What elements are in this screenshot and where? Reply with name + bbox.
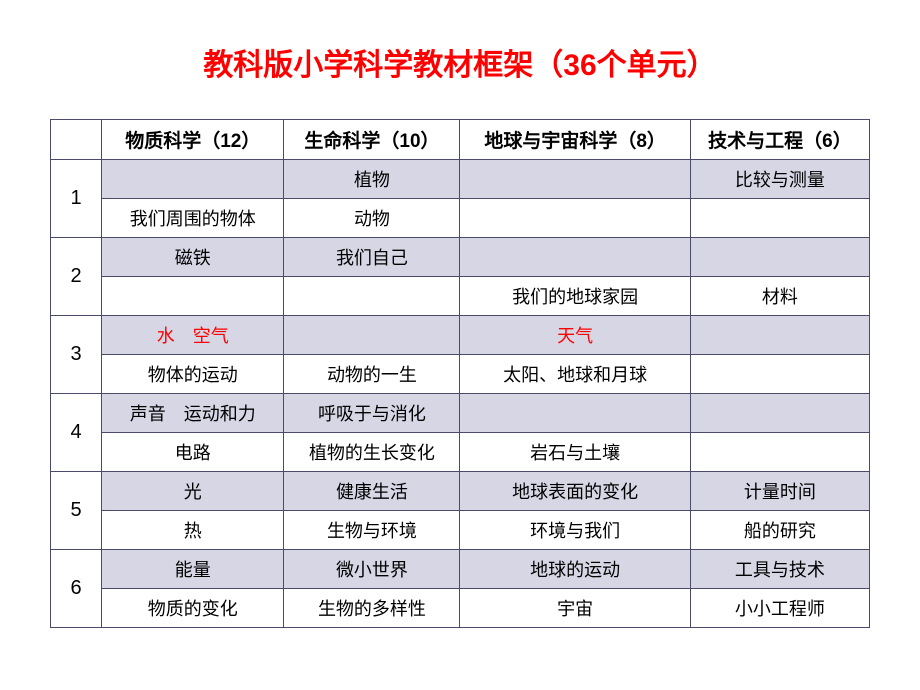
framework-table: 物质科学（12） 生命科学（10） 地球与宇宙科学（8） 技术与工程（6） 1 植… (50, 119, 870, 628)
row-number: 5 (51, 472, 102, 550)
cell-life: 微小世界 (284, 550, 460, 589)
cell-life: 生物的多样性 (284, 589, 460, 628)
cell-life: 植物 (284, 160, 460, 199)
cell-earth: 岩石与土壤 (460, 433, 690, 472)
table-row: 物体的运动动物的一生太阳、地球和月球 (51, 355, 870, 394)
cell-life (284, 277, 460, 316)
cell-physical: 能量 (102, 550, 284, 589)
cell-life: 生物与环境 (284, 511, 460, 550)
cell-life: 植物的生长变化 (284, 433, 460, 472)
table-row: 1植物比较与测量 (51, 160, 870, 199)
cell-earth (460, 199, 690, 238)
cell-physical: 光 (102, 472, 284, 511)
header-col1: 物质科学（12） (102, 120, 284, 160)
cell-tech (690, 238, 869, 277)
row-number: 6 (51, 550, 102, 628)
table-row: 物质的变化生物的多样性宇宙小小工程师 (51, 589, 870, 628)
table-row: 热生物与环境环境与我们船的研究 (51, 511, 870, 550)
cell-tech: 工具与技术 (690, 550, 869, 589)
table-row: 6能量微小世界地球的运动工具与技术 (51, 550, 870, 589)
cell-earth: 宇宙 (460, 589, 690, 628)
cell-physical: 我们周围的物体 (102, 199, 284, 238)
table-row: 我们的地球家园材料 (51, 277, 870, 316)
cell-earth (460, 394, 690, 433)
cell-earth: 地球的运动 (460, 550, 690, 589)
cell-physical: 磁铁 (102, 238, 284, 277)
cell-physical (102, 277, 284, 316)
cell-earth: 我们的地球家园 (460, 277, 690, 316)
table-row: 5光健康生活地球表面的变化计量时间 (51, 472, 870, 511)
cell-physical: 水 空气 (102, 316, 284, 355)
cell-tech: 小小工程师 (690, 589, 869, 628)
cell-physical (102, 160, 284, 199)
table-row: 电路植物的生长变化岩石与土壤 (51, 433, 870, 472)
cell-physical: 热 (102, 511, 284, 550)
cell-physical: 物体的运动 (102, 355, 284, 394)
row-number: 3 (51, 316, 102, 394)
cell-life: 动物 (284, 199, 460, 238)
cell-tech (690, 394, 869, 433)
cell-life (284, 316, 460, 355)
cell-life: 我们自己 (284, 238, 460, 277)
table-header-row: 物质科学（12） 生命科学（10） 地球与宇宙科学（8） 技术与工程（6） (51, 120, 870, 160)
cell-earth: 环境与我们 (460, 511, 690, 550)
cell-tech (690, 316, 869, 355)
row-number: 2 (51, 238, 102, 316)
cell-tech (690, 199, 869, 238)
cell-earth: 太阳、地球和月球 (460, 355, 690, 394)
cell-tech: 船的研究 (690, 511, 869, 550)
cell-life: 动物的一生 (284, 355, 460, 394)
cell-tech: 比较与测量 (690, 160, 869, 199)
cell-earth: 地球表面的变化 (460, 472, 690, 511)
cell-earth (460, 238, 690, 277)
cell-tech (690, 433, 869, 472)
table-row: 3水 空气天气 (51, 316, 870, 355)
header-blank (51, 120, 102, 160)
header-col2: 生命科学（10） (284, 120, 460, 160)
cell-tech (690, 355, 869, 394)
page-title: 教科版小学科学教材框架（36个单元） (50, 40, 870, 84)
header-col4: 技术与工程（6） (690, 120, 869, 160)
row-number: 1 (51, 160, 102, 238)
cell-tech: 材料 (690, 277, 869, 316)
table-row: 我们周围的物体动物 (51, 199, 870, 238)
cell-earth (460, 160, 690, 199)
cell-life: 呼吸于与消化 (284, 394, 460, 433)
cell-tech: 计量时间 (690, 472, 869, 511)
table-row: 4声音 运动和力呼吸于与消化 (51, 394, 870, 433)
table-row: 2磁铁我们自己 (51, 238, 870, 277)
cell-life: 健康生活 (284, 472, 460, 511)
header-col3: 地球与宇宙科学（8） (460, 120, 690, 160)
row-number: 4 (51, 394, 102, 472)
cell-physical: 电路 (102, 433, 284, 472)
cell-physical: 声音 运动和力 (102, 394, 284, 433)
cell-earth: 天气 (460, 316, 690, 355)
cell-physical: 物质的变化 (102, 589, 284, 628)
